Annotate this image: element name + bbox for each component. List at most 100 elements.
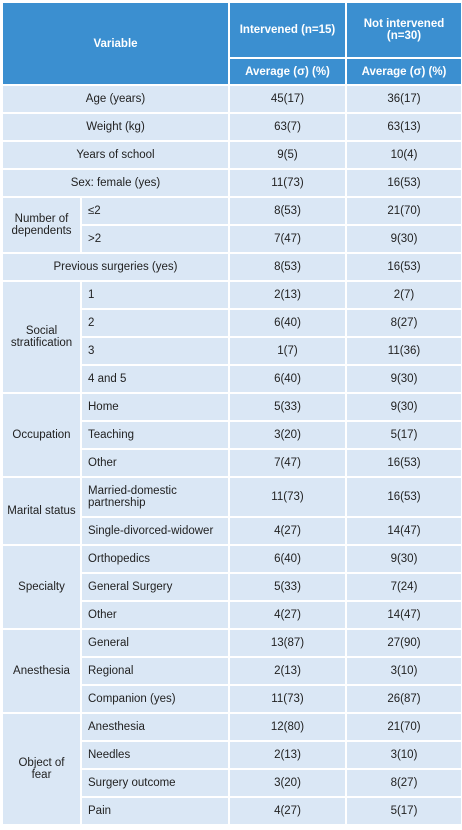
value-cell: 7(24) [345,572,462,602]
value-cell: 5(17) [345,796,462,826]
value-cell: 9(30) [345,544,462,574]
value-cell: 12(80) [228,712,347,742]
sub-label: Other [80,600,230,630]
value-cell: 5(33) [228,392,347,422]
value-cell: 8(53) [228,252,347,282]
value-cell: 4(27) [228,516,347,546]
sub-label: Teaching [80,420,230,450]
value-cell: 9(30) [345,224,462,254]
table-row: Other 4(27) 14(47) [2,600,462,630]
sub-label: General Surgery [80,572,230,602]
sub-label: Single-divorced-widower [80,516,230,546]
value-cell: 2(13) [228,280,347,310]
table-row: 4 and 5 6(40) 9(30) [2,364,462,394]
value-cell: 27(90) [345,628,462,658]
table-row: Specialty Orthopedics 6(40) 9(30) [1,544,462,630]
table-row: Needles 2(13) 3(10) [2,740,462,770]
sub-label: Surgery outcome [80,768,230,798]
value-cell: 5(33) [228,572,347,602]
sub-label: Other [80,448,230,478]
sub-label: Home [80,392,230,422]
table-row: Companion (yes) 11(73) 26(87) [2,684,462,714]
row-label: Years of school [1,140,230,170]
value-cell: 4(27) [228,600,347,630]
table-row: Number of dependents ≤2 8(53) 21(70) [1,196,462,254]
table-row: 2 6(40) 8(27) [2,308,462,338]
header-cell: Intervened (n=15) [228,1,347,59]
value-cell: 11(36) [345,336,462,366]
value-cell: 7(47) [228,224,347,254]
sub-label: Anesthesia [80,712,230,742]
table-row: Age (years) 45(17) 36(17) [1,84,462,114]
sub-label: Regional [80,656,230,686]
table-row: Other 7(47) 16(53) [2,448,462,478]
sub-label: Pain [80,796,230,826]
sub-label: Orthopedics [80,544,230,574]
value-cell: 14(47) [345,600,462,630]
value-cell: 10(4) [345,140,462,170]
value-cell: 7(47) [228,448,347,478]
value-cell: 8(27) [345,308,462,338]
row-label: Previous surgeries (yes) [1,252,230,282]
sub-label: General [80,628,230,658]
table-row: Weight (kg) 63(7) 63(13) [1,112,462,142]
group-label: Object of fear [1,712,82,826]
value-cell: 1(7) [228,336,347,366]
header-cell: Not intervened (n=30) [345,1,462,59]
sub-label: 1 [80,280,230,310]
table-body: Age (years) 45(17) 36(17) Weight (kg) 63(7) 6… [1,84,462,826]
value-cell: 26(87) [345,684,462,714]
value-cell: 3(20) [228,420,347,450]
group-label: Anesthesia [1,628,82,714]
table-row: Single-divorced-widower 4(27) 14(47) [2,516,462,546]
value-cell: 63(13) [345,112,462,142]
value-cell: 36(17) [345,84,462,114]
value-cell: 16(53) [345,252,462,282]
value-cell: 21(70) [345,196,462,226]
table-row: Pain 4(27) 5(17) [2,796,462,826]
table-row: Social stratification 1 2(13) 2(7) [1,280,462,394]
sub-label: Companion (yes) [80,684,230,714]
table-row: Object of fear Anesthesia 12(80) 21(70) [1,712,462,826]
sub-label: 3 [80,336,230,366]
value-cell: 3(20) [228,768,347,798]
sub-label: Needles [80,740,230,770]
table-row: Years of school 9(5) 10(4) [1,140,462,170]
row-label: Sex: female (yes) [1,168,230,198]
value-cell: 21(70) [345,712,462,742]
value-cell: 16(53) [345,476,462,518]
sub-label: >2 [80,224,230,254]
value-cell: 45(17) [228,84,347,114]
value-cell: 8(27) [345,768,462,798]
value-cell: 13(87) [228,628,347,658]
value-cell: 8(53) [228,196,347,226]
value-cell: 3(10) [345,656,462,686]
table-row: Anesthesia General 13(87) 27(90) [1,628,462,714]
table-row: >2 7(47) 9(30) [2,224,462,254]
value-cell: 11(73) [228,476,347,518]
sub-label: 2 [80,308,230,338]
table-row: Sex: female (yes) 11(73) 16(53) [1,168,462,198]
header-row: Variable Intervened (n=15) Not intervene… [1,1,462,86]
value-cell: 4(27) [228,796,347,826]
table-row: Previous surgeries (yes) 8(53) 16(53) [1,252,462,282]
row-label: Weight (kg) [1,112,230,142]
sub-label: 4 and 5 [80,364,230,394]
table-row: Surgery outcome 3(20) 8(27) [2,768,462,798]
header-cell: Average (σ) (%) [228,57,347,86]
header-cell: Average (σ) (%) [345,57,462,86]
table-row: Occupation Home 5(33) 9(30) [1,392,462,478]
table-row: Marital status Married-domestic partnersh… [1,476,462,546]
value-cell: 9(30) [345,364,462,394]
header-row: Average (σ) (%) Average (σ) (%) [2,57,462,86]
value-cell: 3(10) [345,740,462,770]
value-cell: 16(53) [345,448,462,478]
group-label: Social stratification [1,280,82,394]
group-label: Number of dependents [1,196,82,254]
sub-label: ≤2 [80,196,230,226]
header-cell: Variable [1,1,230,86]
group-label: Specialty [1,544,82,630]
table-row: Teaching 3(20) 5(17) [2,420,462,450]
